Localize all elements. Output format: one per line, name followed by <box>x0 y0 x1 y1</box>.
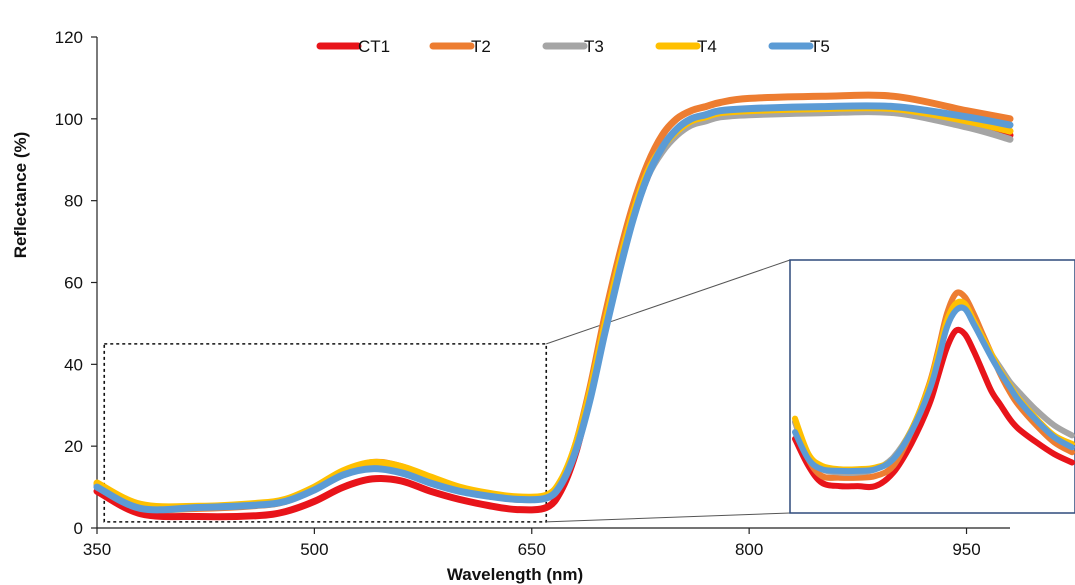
y-tick-label: 0 <box>74 519 83 538</box>
zoom-region-rect <box>103 343 548 523</box>
inset-series-layer <box>792 289 1075 491</box>
y-axis-title: Reflectance (%) <box>11 132 30 259</box>
x-tick-label: 650 <box>518 540 546 559</box>
y-tick-label: 120 <box>55 28 83 47</box>
zoom-connector-top <box>546 259 791 345</box>
x-tick-label: 800 <box>735 540 763 559</box>
legend-label-t3: T3 <box>584 37 604 56</box>
x-axis: 350 500 650 800 950 <box>83 527 1010 559</box>
series-layer <box>93 91 1014 521</box>
zoom-region-box <box>103 259 791 523</box>
legend-label-t2: T2 <box>471 37 491 56</box>
legend-label-t4: T4 <box>697 37 717 56</box>
y-tick-label: 100 <box>55 110 83 129</box>
y-tick-label: 40 <box>64 355 83 374</box>
x-axis-title: Wavelength (nm) <box>447 565 583 584</box>
inset-series-line-ct1 <box>792 326 1075 491</box>
inset-zoom-panel <box>789 259 1075 514</box>
y-tick-label: 20 <box>64 437 83 456</box>
x-tick-label: 950 <box>952 540 980 559</box>
legend-label-ct1: CT1 <box>358 37 390 56</box>
series-line-t5 <box>93 102 1014 514</box>
zoom-connector-bottom <box>546 512 791 523</box>
legend: CT1 T2 T3 T4 T5 <box>316 37 830 56</box>
legend-label-t5: T5 <box>810 37 830 56</box>
y-tick-label: 80 <box>64 192 83 211</box>
x-tick-label: 500 <box>300 540 328 559</box>
y-axis: 0 20 40 60 80 100 120 <box>55 28 98 538</box>
y-tick-label: 60 <box>64 274 83 293</box>
inset-series-line-t5 <box>792 304 1075 475</box>
x-tick-label: 350 <box>83 540 111 559</box>
